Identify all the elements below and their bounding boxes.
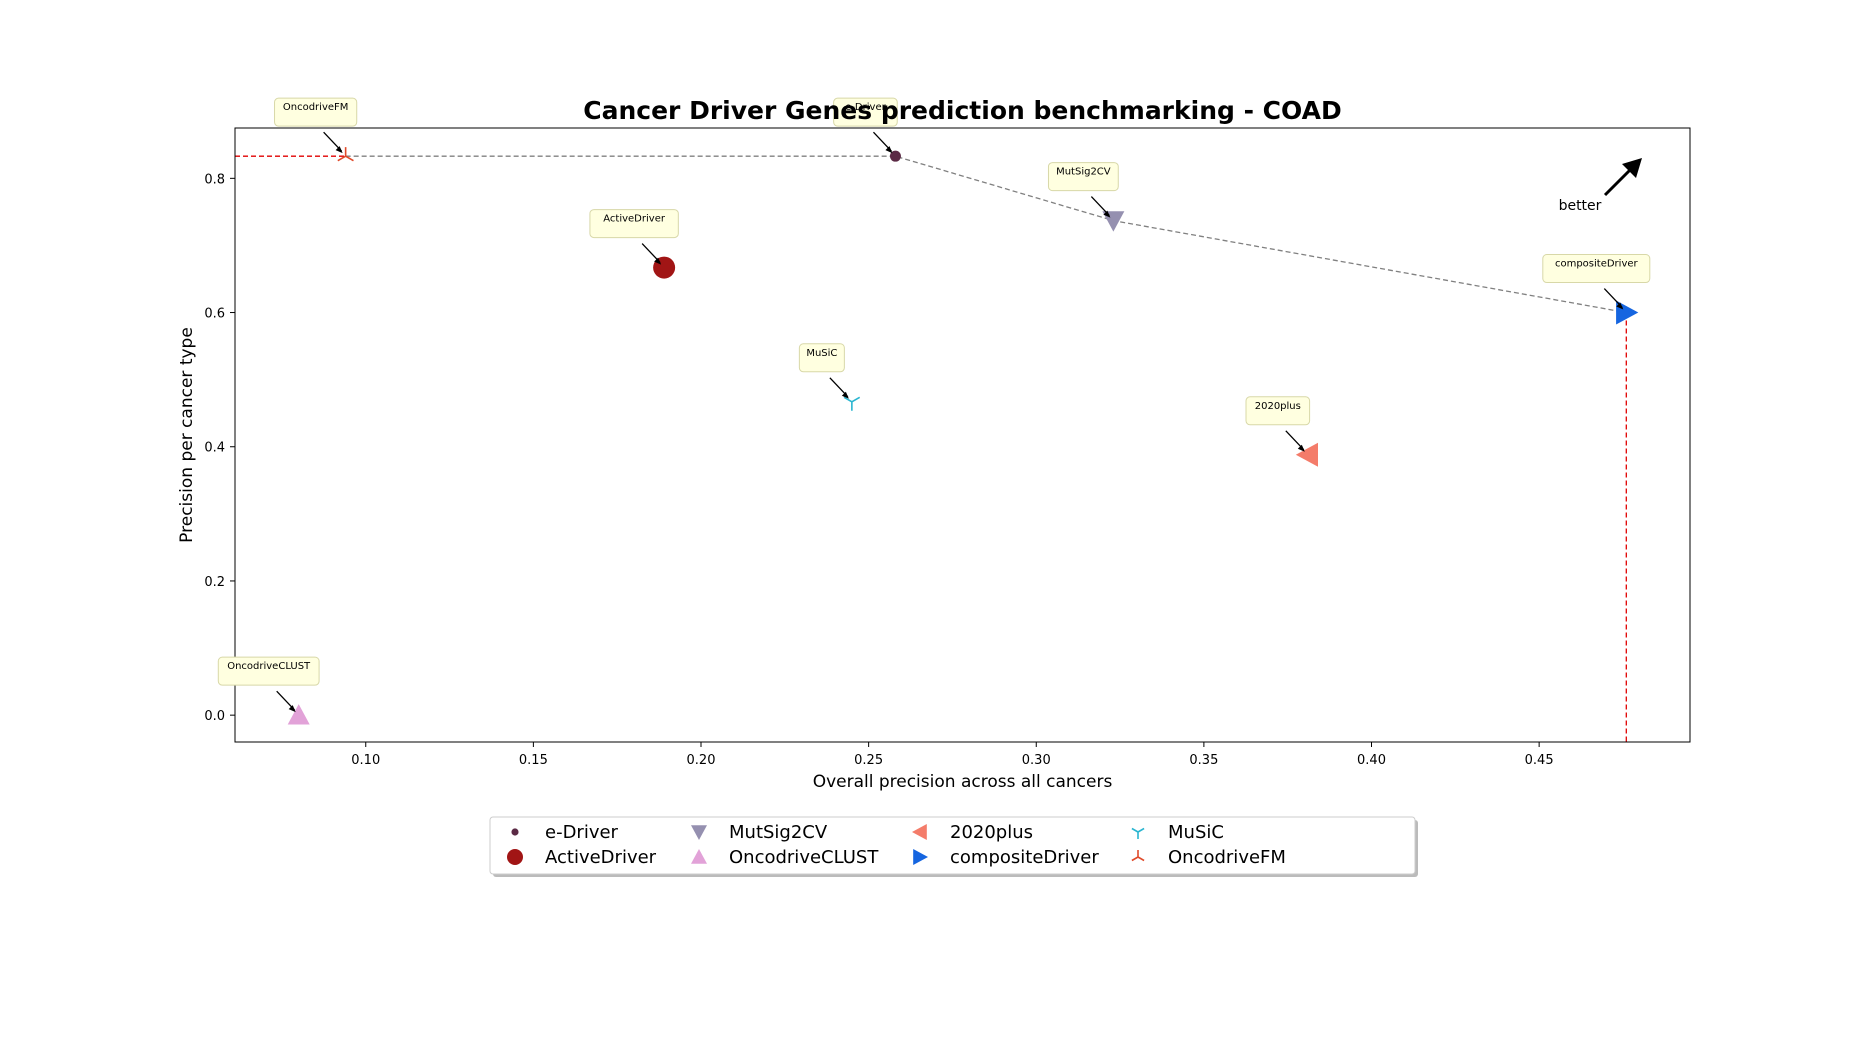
y-axis-label: Precision per cancer type: [177, 327, 197, 543]
x-tick-label: 0.10: [351, 753, 380, 768]
annotation-box: [1245, 396, 1311, 426]
legend-item-MuSiC: MuSiC: [1131, 822, 1224, 843]
annotation-box: [833, 97, 898, 127]
annotation-OncodriveCLUST: OncodriveCLUST: [217, 656, 320, 713]
legend-label: MuSiC: [1168, 822, 1224, 843]
legend-item-2020plus: 2020plus: [912, 822, 1033, 843]
pareto-front-line: [345, 155, 1627, 314]
annotation-arrowhead: [654, 257, 662, 265]
annotation-compositeDriver: compositeDriver: [1542, 254, 1651, 310]
legend-item-compositeDriver: compositeDriver: [913, 847, 1099, 868]
better-arrowhead: [1622, 158, 1642, 178]
better-indicator: better: [1559, 158, 1642, 214]
axes: 0.10 0.15 0.20 0.25 0.30 0.35 0.40 0.45 0.0 0.2 0.…: [204, 127, 1691, 768]
annotation-box: [1542, 254, 1651, 284]
legend-item-e-Driver: e-Driver: [511, 822, 619, 843]
annotation-label: 2020plus: [1255, 401, 1301, 412]
x-tick-label: 0.45: [1525, 753, 1554, 768]
annotation-MutSig2CV: MutSig2CV: [1047, 162, 1119, 218]
x-tick-label: 0.15: [519, 753, 548, 768]
annotation-arrowhead: [841, 391, 849, 399]
y-tick-label: 0.4: [204, 441, 225, 456]
legend: e-Driver ActiveDriver MutSig2CV OncodriveCL…: [489, 816, 1418, 877]
better-arrow-shaft: [1603, 168, 1632, 197]
annotation-box: [589, 209, 679, 239]
annotation-label: e-Driver: [845, 102, 886, 113]
annotation-2020plus: 2020plus: [1245, 396, 1311, 452]
x-tick-label: 0.30: [1022, 753, 1051, 768]
annotation-arrowhead: [288, 705, 296, 713]
annotation-box: [1047, 162, 1119, 192]
y-tick-label: 0.2: [204, 575, 225, 590]
annotation-arrowhead: [1297, 444, 1305, 452]
annotation-box: [798, 343, 845, 373]
annotation-label: MutSig2CV: [1056, 167, 1111, 178]
annotation-label: compositeDriver: [1555, 259, 1639, 270]
legend-item-MutSig2CV: MutSig2CV: [691, 822, 828, 843]
annotation-label: MuSiC: [806, 348, 837, 359]
x-tick-label: 0.40: [1357, 753, 1386, 768]
annotation-arrowhead: [335, 146, 343, 154]
legend-label: OncodriveFM: [1168, 847, 1286, 868]
data-point-2020plus: [1295, 442, 1319, 467]
data-point-OncodriveFM: [337, 147, 354, 162]
legend-label: e-Driver: [545, 822, 619, 843]
legend-label: ActiveDriver: [545, 847, 657, 868]
annotation-e-Driver: e-Driver: [833, 97, 898, 154]
annotation-label: OncodriveFM: [283, 102, 349, 113]
data-point-OncodriveCLUST: [287, 704, 310, 725]
plot-frame: [234, 127, 1691, 743]
annotation-box: [274, 97, 358, 127]
annotation-box: [217, 656, 320, 686]
y-tick-label: 0.0: [204, 709, 225, 724]
legend-label: OncodriveCLUST: [729, 847, 879, 868]
x-tick-label: 0.25: [854, 753, 883, 768]
legend-item-OncodriveCLUST: OncodriveCLUST: [691, 847, 879, 868]
annotation-arrowhead: [1616, 302, 1624, 310]
x-tick-label: 0.35: [1189, 753, 1218, 768]
data-point-MuSiC: [843, 396, 861, 411]
data-point-e-Driver: [889, 150, 901, 162]
y-tick-label: 0.8: [204, 172, 225, 187]
annotation-MuSiC: MuSiC: [798, 343, 849, 399]
legend-label: MutSig2CV: [729, 822, 828, 843]
annotation-arrowhead: [885, 146, 893, 154]
annotation-arrowhead: [1103, 210, 1111, 218]
better-label: better: [1559, 198, 1602, 214]
legend-label: compositeDriver: [950, 847, 1099, 868]
reference-and-front-lines: [235, 155, 1627, 742]
x-axis-label: Overall precision across all cancers: [813, 772, 1113, 792]
x-tick-label: 0.20: [687, 753, 716, 768]
legend-item-ActiveDriver: ActiveDriver: [507, 847, 657, 868]
y-tick-label: 0.6: [204, 307, 225, 322]
chart-title: Cancer Driver Genes prediction benchmark…: [583, 96, 1341, 125]
legend-item-OncodriveFM: OncodriveFM: [1131, 847, 1286, 868]
annotation-OncodriveFM: OncodriveFM: [274, 97, 358, 154]
annotation-ActiveDriver: ActiveDriver: [589, 209, 679, 265]
legend-box: [489, 816, 1416, 875]
annotation-label: OncodriveCLUST: [227, 661, 311, 672]
legend-label: 2020plus: [950, 822, 1033, 843]
data-points: [287, 147, 1639, 725]
annotations: e-Driver ActiveDriver MutSig2CV OncodriveCL…: [217, 97, 1651, 713]
annotation-label: ActiveDriver: [603, 214, 666, 225]
